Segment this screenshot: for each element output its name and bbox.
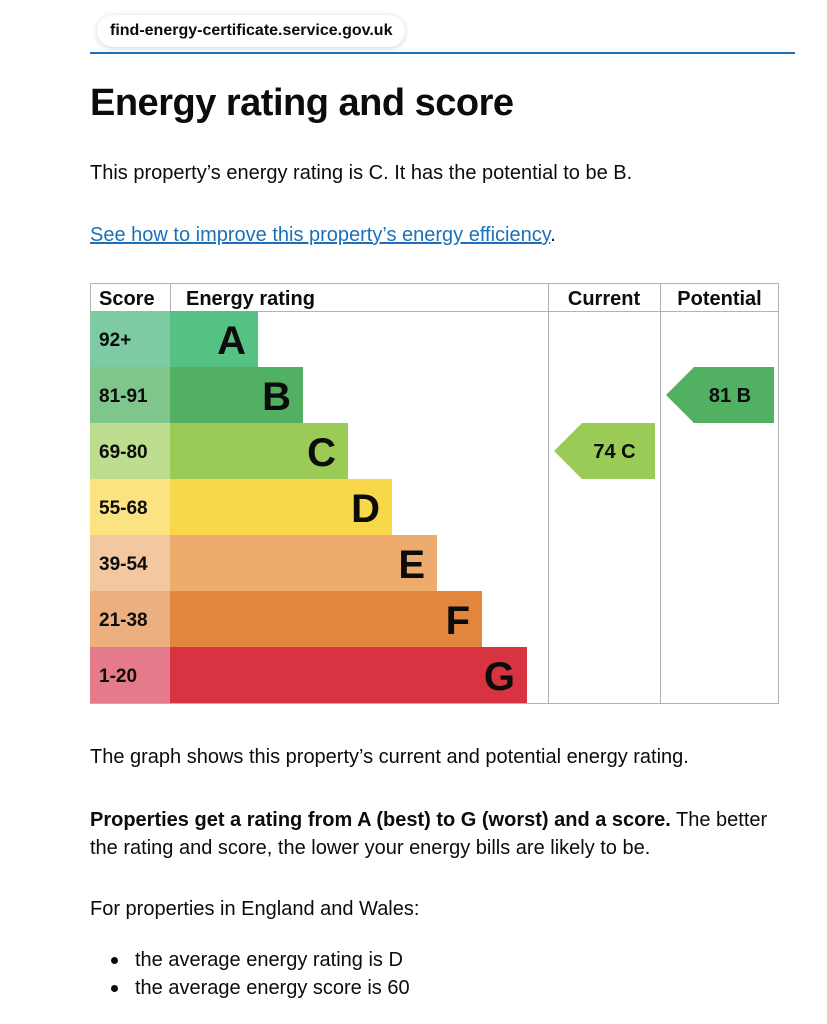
link-suffix: . — [550, 224, 556, 246]
url-divider — [90, 52, 795, 54]
band-bar-e — [170, 535, 437, 591]
band-bar-a — [170, 311, 258, 367]
score-column-header: Score — [99, 288, 155, 310]
energy-rating-graph: Score Energy rating Current Potential 92+ A 81… — [90, 283, 779, 704]
band-letter-e: E — [398, 543, 425, 587]
score-range-g: 1-20 — [99, 666, 137, 687]
energy-rating-chart: Score Energy rating Current Potential 92+ A 81… — [90, 283, 779, 704]
improve-efficiency-link[interactable]: See how to improve this property’s energ… — [90, 224, 551, 246]
score-cell-g — [90, 647, 170, 703]
averages-list: the average energy rating is D the avera… — [111, 946, 410, 1002]
band-bar-f — [170, 591, 482, 647]
score-cell-b — [90, 367, 170, 423]
score-range-a: 92+ — [99, 330, 131, 351]
rating-summary: This property’s energy rating is C. It h… — [90, 162, 633, 184]
band-bar-d — [170, 479, 392, 535]
ratings-explanation-bold: Properties get a rating from A (best) to… — [90, 809, 671, 831]
score-range-d: 55-68 — [99, 498, 148, 519]
current-column-header: Current — [568, 288, 641, 310]
score-cell-c — [90, 423, 170, 479]
band-bar-g — [170, 647, 527, 703]
current-rating-arrow — [554, 423, 655, 479]
current-rating-label: 74 C — [593, 441, 635, 463]
score-cell-e — [90, 535, 170, 591]
page-title: Energy rating and score — [90, 82, 514, 124]
band-letter-f: F — [446, 599, 470, 643]
energy-rating-column-header: Energy rating — [186, 288, 315, 310]
band-letter-b: B — [262, 375, 291, 419]
score-range-f: 21-38 — [99, 610, 148, 631]
score-cell-d — [90, 479, 170, 535]
region-intro: For properties in England and Wales: — [90, 898, 420, 920]
band-letter-c: C — [307, 431, 336, 475]
score-range-c: 69-80 — [99, 442, 148, 463]
score-range-b: 81-91 — [99, 386, 148, 407]
potential-rating-arrow — [666, 367, 774, 423]
ratings-explanation-rest: The better the rating and score, the low… — [90, 809, 768, 859]
url-bar[interactable]: find-energy-certificate.service.gov.uk — [97, 15, 406, 47]
score-range-e: 39-54 — [99, 554, 148, 575]
band-bar-c — [170, 423, 348, 479]
average-rating-item: the average energy rating is D — [111, 946, 410, 974]
band-letter-g: G — [484, 655, 515, 699]
potential-column-header: Potential — [677, 288, 761, 310]
ratings-explanation: Properties get a rating from A (best) to… — [90, 806, 790, 862]
potential-rating-label: 81 B — [709, 385, 751, 407]
improve-link-paragraph: See how to improve this property’s energ… — [90, 224, 556, 247]
average-score-item: the average energy score is 60 — [111, 974, 410, 1002]
band-letter-a: A — [217, 319, 246, 363]
band-letter-d: D — [351, 487, 380, 531]
graph-description: The graph shows this property’s current … — [90, 746, 689, 768]
band-bar-b — [170, 367, 303, 423]
score-cell-a — [90, 311, 170, 367]
score-cell-f — [90, 591, 170, 647]
